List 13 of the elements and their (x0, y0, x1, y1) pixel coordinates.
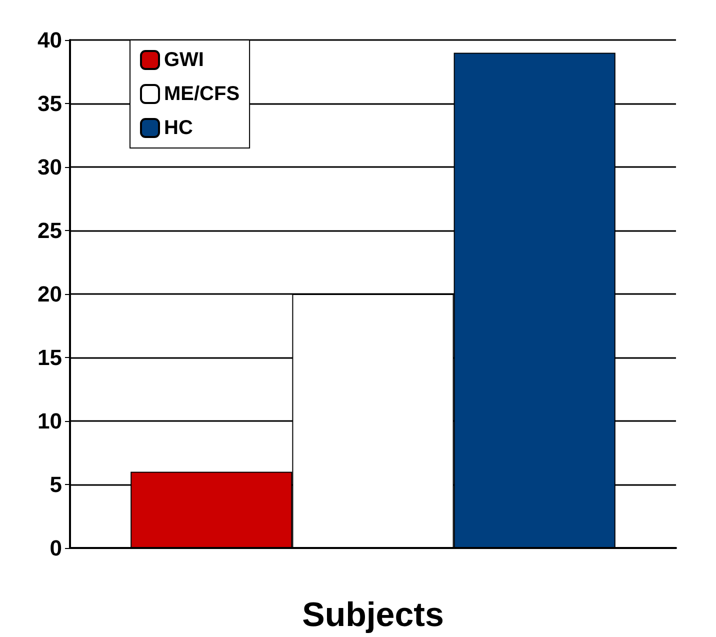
y-tick-label: 0 (50, 536, 62, 560)
x-axis-title: Subjects (302, 596, 444, 634)
y-tick-label: 35 (38, 91, 62, 116)
y-tick-label: 5 (50, 472, 62, 497)
y-tick-label: 20 (38, 282, 62, 306)
legend-label: ME/CFS (164, 83, 240, 105)
y-tick-label: 15 (38, 345, 62, 370)
y-tick-label: 40 (38, 28, 62, 52)
y-tick-label: 25 (38, 218, 62, 243)
y-tick-label: 30 (38, 154, 62, 180)
legend-label: GWI (164, 49, 204, 71)
legend-label: HC (164, 117, 193, 139)
y-tick-label: 10 (38, 408, 62, 434)
